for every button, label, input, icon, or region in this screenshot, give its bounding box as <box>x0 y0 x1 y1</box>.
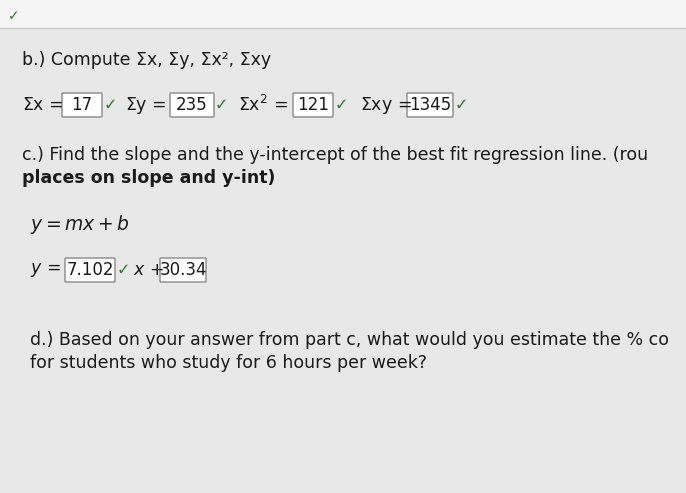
Text: for students who study for 6 hours per week?: for students who study for 6 hours per w… <box>30 354 427 372</box>
Text: $y = mx + b$: $y = mx + b$ <box>30 213 130 237</box>
FancyBboxPatch shape <box>293 93 333 117</box>
FancyBboxPatch shape <box>407 93 453 117</box>
Text: $x$ +: $x$ + <box>133 261 166 279</box>
Text: c.) Find the slope and the y-intercept of the best fit regression line. (rou: c.) Find the slope and the y-intercept o… <box>22 146 648 164</box>
FancyBboxPatch shape <box>0 0 686 28</box>
Text: ✓: ✓ <box>8 9 20 23</box>
Text: 1345: 1345 <box>409 96 451 114</box>
Text: 30.34: 30.34 <box>159 261 206 279</box>
Text: 17: 17 <box>71 96 93 114</box>
Text: ✓: ✓ <box>117 262 130 278</box>
Text: $\Sigma$x =: $\Sigma$x = <box>22 96 65 114</box>
Text: $\Sigma$x$^2$ =: $\Sigma$x$^2$ = <box>238 95 289 115</box>
Text: b.) Compute Σx, Σy, Σx², Σxy: b.) Compute Σx, Σy, Σx², Σxy <box>22 51 271 69</box>
Text: ✓: ✓ <box>455 98 469 112</box>
FancyBboxPatch shape <box>62 93 102 117</box>
FancyBboxPatch shape <box>170 93 214 117</box>
Text: 121: 121 <box>297 96 329 114</box>
Text: $y$ =: $y$ = <box>30 261 63 279</box>
Text: $\Sigma$xy =: $\Sigma$xy = <box>360 95 414 115</box>
Text: 235: 235 <box>176 96 208 114</box>
Text: places on slope and y-int): places on slope and y-int) <box>22 169 275 187</box>
FancyBboxPatch shape <box>160 258 206 282</box>
Text: ✓: ✓ <box>104 98 117 112</box>
Text: 7.102: 7.102 <box>67 261 114 279</box>
Text: d.) Based on your answer from part c, what would you estimate the % co: d.) Based on your answer from part c, wh… <box>30 331 669 349</box>
FancyBboxPatch shape <box>65 258 115 282</box>
Text: ✓: ✓ <box>215 98 228 112</box>
Text: $\Sigma$y =: $\Sigma$y = <box>125 95 168 115</box>
Text: ✓: ✓ <box>335 98 348 112</box>
